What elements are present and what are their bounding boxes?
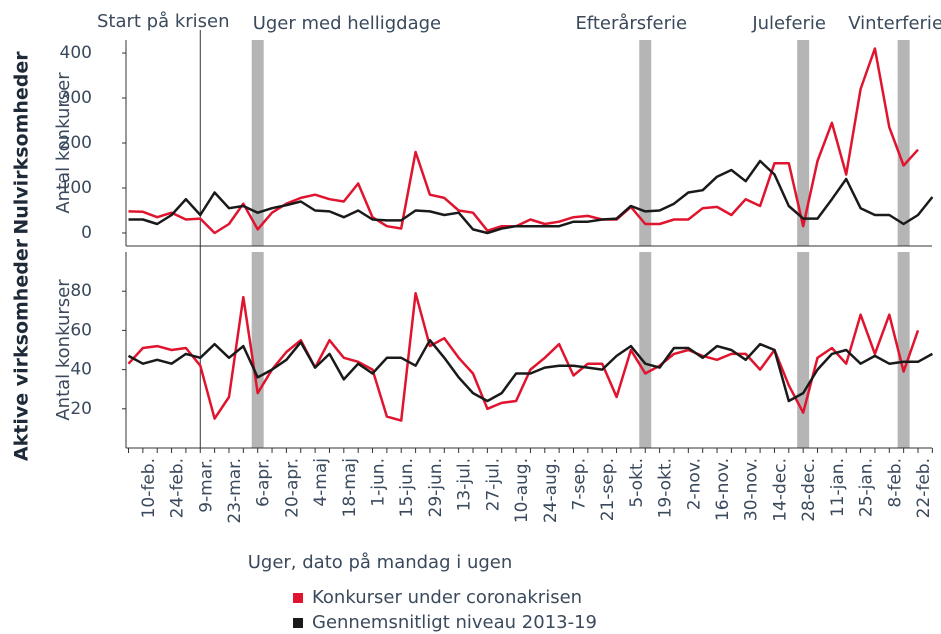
x-tick-label: 7-sep. <box>569 458 589 510</box>
x-tick-label: 1-jun. <box>369 458 389 507</box>
x-tick-label: 8-feb. <box>885 458 905 508</box>
legend-swatch <box>293 618 303 628</box>
x-tick-label: 29-jun. <box>426 458 446 517</box>
y-tick-label: 60 <box>70 320 92 340</box>
x-tick-label: 16-nov. <box>713 458 733 521</box>
series-line <box>128 47 919 235</box>
holiday-band <box>797 252 810 448</box>
legend-label: Konkurser under coronakrisen <box>312 587 582 608</box>
x-tick-label: 15-jun. <box>397 458 417 517</box>
holiday-band <box>639 252 652 448</box>
y-tick-label: 80 <box>70 281 92 301</box>
annotation: Juleferie <box>751 13 826 34</box>
x-tick-label: 28-dec. <box>799 458 819 522</box>
x-tick-label: 19-okt. <box>656 458 676 518</box>
y-tick-label: 300 <box>60 88 92 108</box>
series-line <box>128 159 934 235</box>
y-tick-label: 20 <box>70 399 92 419</box>
panel-title: Aktive virksomheder <box>11 238 33 461</box>
annotation: Start på krisen <box>97 11 230 32</box>
y-tick-label: 400 <box>60 43 92 63</box>
holiday-band <box>897 40 910 246</box>
y-tick-label: 200 <box>60 133 92 153</box>
x-tick-label: 25-jan. <box>857 458 877 517</box>
holiday-band <box>797 40 810 246</box>
x-tick-label: 21-sep. <box>598 458 618 521</box>
x-tick-label: 22-feb. <box>914 458 934 518</box>
x-tick-label: 11-jan. <box>828 458 848 517</box>
x-tick-label: 27-jul. <box>483 458 503 511</box>
x-tick-label: 9-mar. <box>196 458 216 513</box>
holiday-band <box>251 40 264 246</box>
y-tick-label: 40 <box>70 360 92 380</box>
x-tick-label: 5-okt. <box>627 458 647 508</box>
legend-swatch <box>293 593 303 603</box>
y-tick-label: 0 <box>81 223 92 243</box>
annotation: Efterårsferie <box>575 13 687 34</box>
y-axis-label: Antal konkurser <box>53 279 74 421</box>
holiday-band <box>251 252 264 448</box>
x-tick-label: 10-aug. <box>512 458 532 523</box>
x-tick-label: 10-feb. <box>139 458 159 518</box>
x-tick-label: 2-nov. <box>684 458 704 510</box>
x-tick-label: 14-dec. <box>770 458 790 522</box>
y-axis-label: Antal konkurser <box>53 72 74 214</box>
x-tick-label: 24-aug. <box>541 458 561 523</box>
holiday-band <box>897 252 910 448</box>
legend-label: Gennemsnitligt niveau 2013-19 <box>312 612 597 633</box>
series-line <box>127 338 934 403</box>
x-tick-label: 20-apr. <box>282 458 302 518</box>
x-tick-label: 18-maj <box>340 458 360 517</box>
x-tick-label: 6-apr. <box>254 458 274 507</box>
series-line <box>127 291 920 422</box>
x-axis-label: Uger, dato på mandag i ugen <box>248 552 513 573</box>
y-tick-label: 100 <box>60 178 92 198</box>
panel-title: Nulvirksomheder <box>11 51 33 235</box>
x-tick-label: 13-jul. <box>455 458 475 511</box>
x-tick-label: 4-maj <box>311 458 331 507</box>
x-tick-label: 30-nov. <box>742 458 762 521</box>
holiday-band <box>639 40 652 246</box>
x-tick-label: 23-mar. <box>225 458 245 524</box>
annotation: Uger med helligdage <box>253 13 441 34</box>
annotation: Vinterferie <box>848 13 941 34</box>
x-tick-label: 24-feb. <box>168 458 188 518</box>
